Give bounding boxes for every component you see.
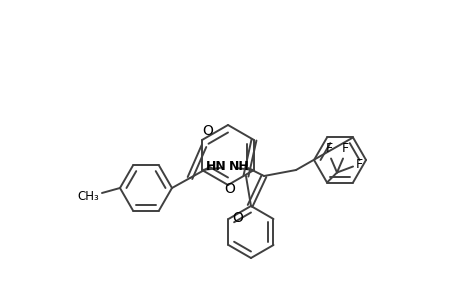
Text: O: O [232,211,243,225]
Text: O: O [224,182,235,196]
Text: F: F [355,158,362,171]
Text: O: O [202,124,213,138]
Text: F: F [325,142,332,154]
Text: HN: HN [206,160,226,173]
Text: CH₃: CH₃ [77,190,99,202]
Text: F: F [341,142,348,154]
Text: NH: NH [229,160,249,173]
